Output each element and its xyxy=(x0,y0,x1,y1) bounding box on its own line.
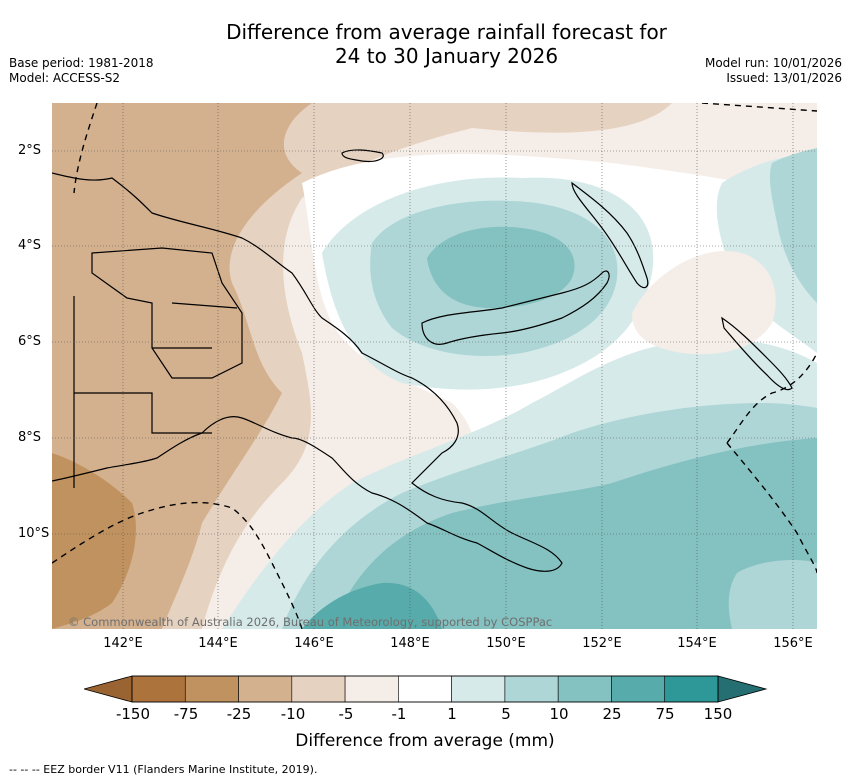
colorbar-segment xyxy=(611,675,666,703)
lon-tick-154: 154°E xyxy=(677,636,717,651)
colorbar-min-arrow xyxy=(84,675,133,703)
lat-tick-2: 2°S xyxy=(18,143,42,158)
colorbar-outline xyxy=(131,675,719,703)
cb-label-minus150: -150 xyxy=(115,705,151,723)
lon-tick-146: 146°E xyxy=(294,636,334,651)
new-ireland-coastline xyxy=(571,181,649,289)
colorbar-segment xyxy=(238,675,293,703)
manus-coastline xyxy=(341,149,384,163)
colorbar-segment xyxy=(664,675,719,703)
eez-border-west xyxy=(52,103,303,629)
copyright-text: © Commonwealth of Australia 2026, Bureau… xyxy=(68,615,552,629)
new-guinea-coastline xyxy=(52,172,563,572)
wet-region-medium-east xyxy=(769,148,817,303)
lat-tick-8: 8°S xyxy=(18,430,42,445)
lat-tick-10: 10°S xyxy=(18,526,50,541)
lat-tick-6: 6°S xyxy=(18,334,42,349)
cb-label-minus25: -25 xyxy=(226,705,252,723)
papua-province-boundaries xyxy=(91,247,243,379)
lon-tick-156: 156°E xyxy=(773,636,813,651)
wet-region-strong-south xyxy=(332,438,817,629)
issued-label: Issued: 13/01/2026 xyxy=(726,71,842,85)
bougainville-coastline xyxy=(721,316,793,391)
colorbar-segment xyxy=(184,675,239,703)
base-period-label: Base period: 1981-2018 xyxy=(9,56,154,70)
cb-label-75: 75 xyxy=(655,705,675,723)
wet-region-very-strong xyxy=(302,582,442,629)
cb-label-10: 10 xyxy=(549,705,569,723)
eez-border-north xyxy=(701,103,817,112)
cb-label-1: 1 xyxy=(447,705,457,723)
lon-tick-152: 152°E xyxy=(582,636,622,651)
lon-tick-144: 144°E xyxy=(198,636,238,651)
wet-region-strong-north xyxy=(427,226,575,308)
cb-label-minus75: -75 xyxy=(173,705,199,723)
lat-tick-4: 4°S xyxy=(18,238,42,253)
model-run-label: Model run: 10/01/2026 xyxy=(704,56,842,70)
colorbar-segment xyxy=(291,675,346,703)
chart-title-line1: Difference from average rainfall forecas… xyxy=(226,20,667,44)
model-label: Model: ACCESS-S2 xyxy=(9,71,121,85)
colorbar-segment xyxy=(557,675,612,703)
lon-tick-150: 150°E xyxy=(486,636,526,651)
new-britain-coastline xyxy=(421,270,610,345)
png-border-line xyxy=(73,296,212,488)
eez-footnote: -- -- -- EEZ border V11 (Flanders Marine… xyxy=(9,763,318,776)
chart-title: Difference from average rainfall forecas… xyxy=(0,20,850,68)
cb-label-150: 150 xyxy=(703,705,733,723)
dry-region-strong xyxy=(52,453,136,629)
meta-right: Model run: 10/01/2026 Issued: 13/01/2026 xyxy=(705,56,842,86)
colorbar xyxy=(84,675,768,703)
lon-tick-148: 148°E xyxy=(390,636,430,651)
cb-label-25: 25 xyxy=(602,705,622,723)
colorbar-title: Difference from average (mm) xyxy=(295,731,555,751)
rainfall-map: © Commonwealth of Australia 2026, Bureau… xyxy=(52,103,817,629)
colorbar-segment xyxy=(344,675,399,703)
colorbar-segment xyxy=(131,675,186,703)
meta-left: Base period: 1981-2018 Model: ACCESS-S2 xyxy=(9,56,154,86)
cb-label-minus1: -1 xyxy=(391,705,407,723)
colorbar-segment xyxy=(504,675,559,703)
cb-label-minus5: -5 xyxy=(338,705,354,723)
neutral-pocket-east xyxy=(632,251,776,355)
neutral-pocket-south-east xyxy=(728,560,817,629)
chart-title-line2: 24 to 30 January 2026 xyxy=(334,44,559,68)
cb-label-minus10: -10 xyxy=(280,705,306,723)
colorbar-max-arrow xyxy=(717,675,768,703)
colorbar-segment xyxy=(398,675,452,703)
eez-border-east xyxy=(726,352,817,574)
colorbar-segment xyxy=(451,675,506,703)
cb-label-5: 5 xyxy=(501,705,511,723)
lon-tick-142: 142°E xyxy=(103,636,143,651)
